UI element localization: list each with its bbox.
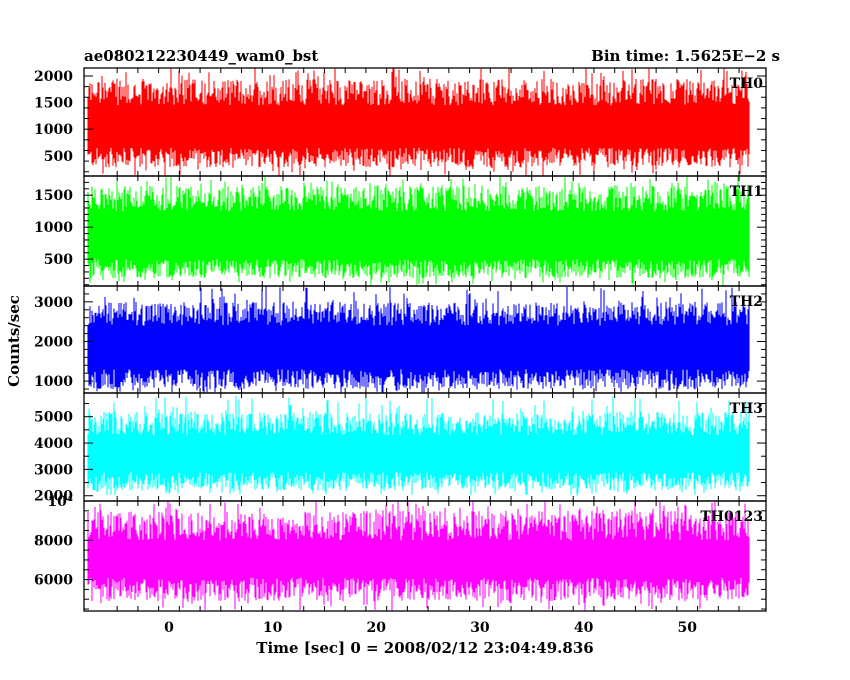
y-tick-label: 1500 xyxy=(34,188,73,204)
y-tick-label: 4000 xyxy=(34,436,73,452)
chart-title-left: ae080212230449_wam0_bst xyxy=(84,47,318,65)
panel-th0123: 6000 8000 10⁴ TH0123 xyxy=(34,494,767,612)
y-tick-label: 500 xyxy=(44,252,73,268)
series-th0123-trace xyxy=(87,501,750,611)
y-tick-label: 6000 xyxy=(34,573,73,589)
y-tick-label: 500 xyxy=(44,149,73,165)
x-axis: 0 10 20 30 40 50 xyxy=(164,620,697,636)
y-tick-label: 1000 xyxy=(34,122,73,138)
panel-th3: 2000 3000 4000 5000 TH3 xyxy=(34,392,767,505)
series-label-th3: TH3 xyxy=(730,401,763,417)
series-th0-trace xyxy=(87,68,750,176)
panel-frame xyxy=(83,500,767,612)
y-tick-label: 1000 xyxy=(34,220,73,236)
chart-title-right: Bin time: 1.5625E−2 s xyxy=(591,47,780,65)
series-label-th0: TH0 xyxy=(730,76,764,92)
y-axis-label: Counts/sec xyxy=(5,295,23,387)
panels-group: 500 1000 1500 2000 TH0 500 1000 1500 TH1 1000 2000… xyxy=(34,67,767,612)
y-tick-label: 8000 xyxy=(34,533,73,549)
y-tick-label: 1000 xyxy=(34,374,73,390)
y-tick-label: 3000 xyxy=(34,462,73,478)
y-tick-label: 2000 xyxy=(34,334,73,350)
y-tick-label: 10⁴ xyxy=(47,494,73,510)
series-label-th1: TH1 xyxy=(730,184,763,200)
x-tick-label: 30 xyxy=(470,620,490,636)
x-tick-label: 20 xyxy=(367,620,387,636)
y-tick-label: 1500 xyxy=(34,96,73,112)
x-axis-label: Time [sec] 0 = 2008/02/12 23:04:49.836 xyxy=(256,639,593,657)
y-tick-label: 5000 xyxy=(34,410,73,426)
y-tick-label: 2000 xyxy=(34,69,73,85)
panel-th2: 1000 2000 3000 TH2 xyxy=(34,285,767,394)
x-tick-label: 40 xyxy=(574,620,594,636)
x-tick-label: 50 xyxy=(677,620,697,636)
panel-th1: 500 1000 1500 TH1 xyxy=(34,175,767,287)
x-tick-label: 0 xyxy=(164,620,174,636)
series-th3-trace xyxy=(87,395,750,496)
panel-th0: 500 1000 1500 2000 TH0 xyxy=(34,67,767,177)
x-tick-label: 10 xyxy=(263,620,283,636)
series-label-th2: TH2 xyxy=(730,294,763,310)
series-label-th0123: TH0123 xyxy=(700,509,763,525)
series-th1-trace xyxy=(87,176,750,286)
y-tick-label: 2000 xyxy=(34,489,73,505)
y-tick-label: 3000 xyxy=(34,295,73,311)
series-th2-trace xyxy=(87,286,750,393)
